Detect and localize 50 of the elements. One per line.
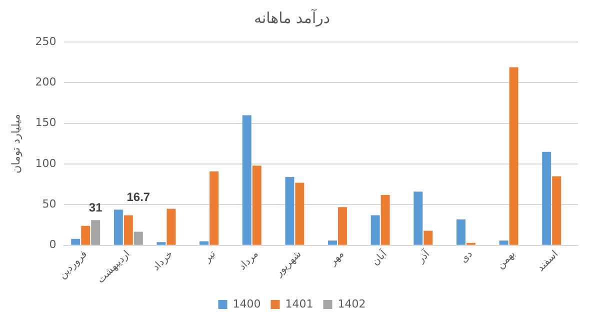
bar: [285, 177, 294, 245]
x-tick-label: خرداد: [150, 248, 176, 274]
x-tick-label: اردیبهشت: [95, 248, 132, 286]
bar: [124, 215, 133, 245]
bar: [242, 115, 252, 245]
bar: [156, 242, 166, 245]
bar: [210, 171, 219, 245]
y-tick-label: 100: [35, 156, 56, 170]
bar: [552, 176, 562, 245]
bar: [499, 240, 508, 245]
y-tick-label: 200: [35, 76, 56, 89]
bar: [134, 232, 143, 245]
data-label: 16.7: [126, 190, 150, 204]
bar: [81, 226, 90, 245]
data-label: 31: [88, 200, 103, 214]
x-tick-label: آبان: [368, 246, 390, 268]
x-tick-label: شهریور: [273, 248, 304, 280]
bar: [338, 207, 347, 245]
x-tick-label: آذر: [414, 246, 433, 266]
x-tick-label: بهمن: [495, 248, 518, 272]
legend-label: 1401: [285, 297, 314, 310]
bar: [542, 152, 552, 245]
x-tick-label: مهر: [327, 248, 346, 268]
bar: [328, 240, 338, 245]
x-tick-label: تیر: [202, 248, 218, 266]
bar: [295, 182, 304, 245]
y-axis-title: میلیارد تومان: [9, 114, 22, 174]
bar: [414, 192, 423, 245]
bar: [71, 238, 80, 245]
y-tick-label: 0: [49, 238, 56, 252]
x-tick-label: مرداد: [237, 248, 261, 273]
legend-label: 1400: [232, 297, 261, 310]
bar: [456, 219, 466, 245]
bar: [114, 210, 123, 245]
y-tick-label: 150: [35, 116, 56, 130]
y-tick-label: 250: [35, 34, 56, 48]
chart-title: درآمد ماهانه: [254, 8, 330, 27]
bar: [200, 241, 209, 245]
y-tick-label: 50: [42, 198, 56, 211]
bar: [252, 166, 262, 245]
x-tick-label: دی: [458, 248, 475, 266]
x-tick-label: فروردین: [57, 248, 90, 282]
bar: [424, 230, 433, 245]
bar: [380, 194, 390, 245]
bar: [370, 215, 380, 245]
bar: [91, 220, 100, 245]
bar: [509, 67, 518, 245]
bar: [166, 208, 176, 245]
legend-label: 1402: [338, 297, 366, 310]
x-tick-label: اسفند: [535, 248, 561, 274]
